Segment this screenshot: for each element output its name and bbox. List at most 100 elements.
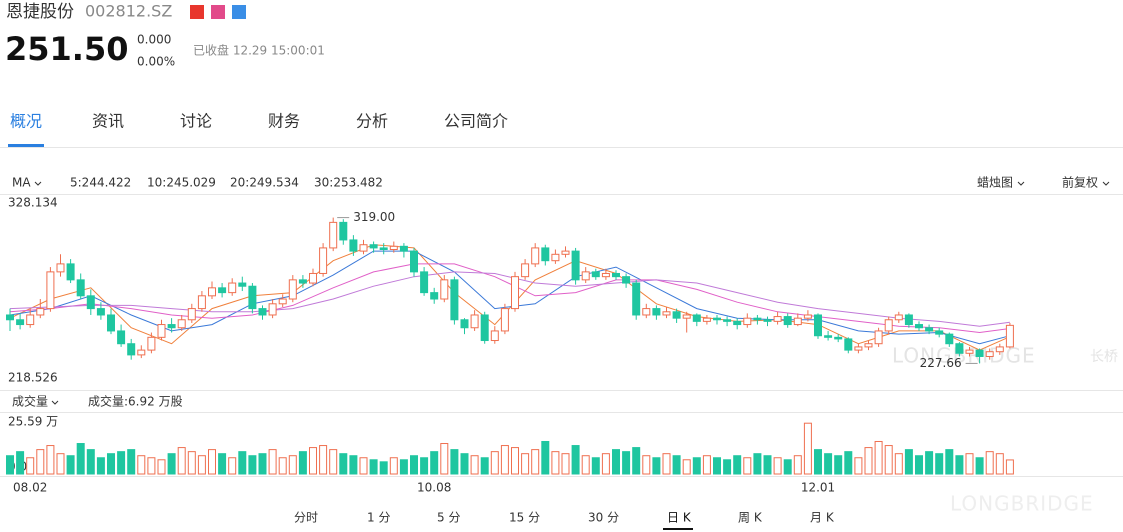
candle-body: [743, 317, 752, 326]
candle-body: [834, 336, 843, 340]
candle-body: [309, 272, 317, 284]
volume-bar: [581, 455, 590, 475]
candle-body: [117, 330, 126, 345]
volume-bar: [733, 455, 742, 475]
watermark: 长桥: [1090, 349, 1118, 365]
period-button[interactable]: 30 分: [588, 511, 619, 525]
period-button[interactable]: 5 分: [437, 511, 460, 525]
candle-body: [844, 338, 853, 351]
indicator-select[interactable]: MA: [12, 176, 31, 190]
volume-bar: [894, 453, 903, 475]
volume-bar: [985, 451, 994, 475]
volume-bar: [753, 453, 762, 475]
volume-bar: [36, 449, 45, 475]
volume-bar: [884, 445, 893, 475]
candle-body: [16, 319, 25, 326]
candle-body: [389, 245, 398, 251]
volume-bar: [410, 455, 418, 475]
volume-bar: [945, 449, 954, 475]
candle-body: [288, 279, 297, 300]
candle-body: [420, 271, 429, 294]
volume-bar: [702, 455, 711, 475]
candle-body: [824, 335, 833, 338]
volume-bar: [369, 459, 378, 475]
tab[interactable]: 资讯: [92, 112, 124, 131]
tab[interactable]: 公司简介: [444, 112, 508, 131]
volume-bar: [824, 453, 833, 475]
chart-type-select[interactable]: 蜡烛图: [977, 176, 1013, 190]
volume-bar: [137, 455, 146, 475]
volume-bar: [955, 455, 964, 475]
volume-text: 成交量:6.92 万股: [88, 394, 183, 409]
period-button[interactable]: 15 分: [509, 511, 540, 525]
volume-bar: [682, 459, 691, 475]
period-button[interactable]: 周 K: [738, 511, 763, 525]
volume-bar: [763, 455, 772, 475]
candle-body: [349, 239, 358, 252]
candle-body: [874, 330, 883, 345]
candle-body: [359, 244, 368, 252]
volume-bar: [278, 457, 287, 475]
tab[interactable]: 财务: [268, 112, 300, 131]
candle-body: [642, 308, 651, 316]
period-button[interactable]: 1 分: [367, 511, 390, 525]
volume-bar: [329, 449, 338, 475]
adjust-select[interactable]: 前复权: [1062, 175, 1098, 190]
volume-bar: [561, 453, 570, 475]
volume-bar: [652, 457, 661, 475]
volume-bar: [56, 453, 65, 475]
candle-body: [319, 247, 328, 274]
volume-bar: [359, 457, 368, 475]
volume-bar: [147, 457, 156, 475]
tab[interactable]: 概况: [10, 112, 42, 131]
volume-bar: [440, 443, 449, 475]
volume-bar: [379, 461, 388, 475]
candle-body: [127, 343, 136, 356]
period-button[interactable]: 月 K: [810, 511, 835, 525]
candle-body: [662, 311, 671, 316]
period-button[interactable]: 分时: [294, 511, 318, 525]
candle-body: [955, 343, 964, 354]
candle-body: [86, 295, 95, 310]
volume-bar: [541, 440, 550, 475]
ma-line: [9, 263, 1010, 334]
market-status: 已收盘 12.29 15:00:01: [193, 43, 325, 58]
volume-bar: [197, 455, 206, 475]
candle-body: [511, 276, 519, 310]
volume-bar: [864, 447, 873, 475]
volume-bar: [551, 451, 560, 475]
candle-body: [238, 282, 247, 287]
candle-body: [672, 311, 681, 319]
candle-body: [177, 319, 186, 329]
candle-body: [500, 308, 509, 332]
y-tick-label: 328.134: [8, 196, 58, 210]
candle-body: [278, 298, 287, 305]
volume-bar: [490, 451, 499, 475]
candle-body: [208, 287, 216, 297]
period-button[interactable]: 日 K: [667, 511, 692, 525]
min-label: 227.66: [920, 356, 962, 370]
volume-select[interactable]: 成交量: [12, 394, 48, 409]
tab[interactable]: 讨论: [180, 112, 212, 131]
candle-body: [854, 346, 863, 351]
volume-bar: [834, 455, 843, 475]
candle-body: [925, 327, 934, 332]
candle-body: [884, 319, 893, 332]
tab[interactable]: 分析: [356, 112, 388, 131]
watermark: LONGBRIDGE: [950, 492, 1094, 516]
volume-bar: [218, 453, 227, 475]
candle-body: [46, 271, 55, 310]
candle-body: [187, 308, 196, 321]
candle-body: [470, 314, 479, 329]
volume-bar: [187, 451, 196, 475]
volume-bar: [248, 455, 257, 475]
volume-bar: [430, 451, 439, 475]
max-label: 319.00: [353, 210, 395, 224]
ma-line: [9, 271, 1010, 327]
volume-bar: [6, 455, 14, 475]
candle-body: [76, 279, 85, 297]
candle-body: [783, 316, 792, 326]
candle-body: [167, 324, 176, 329]
candle-body: [601, 272, 610, 278]
